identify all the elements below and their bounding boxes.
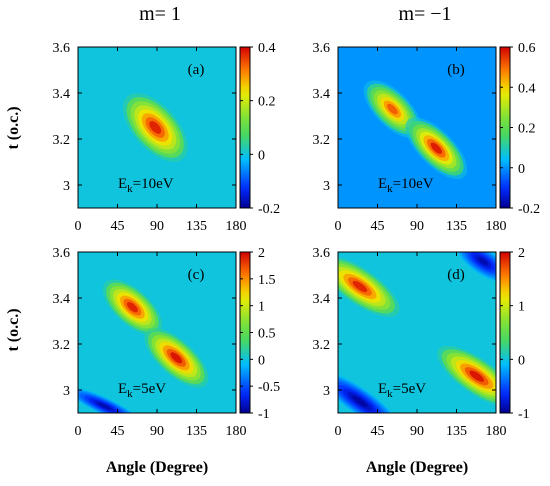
colorbar-tick-label: -0.5 xyxy=(258,380,280,395)
energy-annotation: Ek=5eV xyxy=(378,381,426,400)
ylabel-bottom: t (o.c.) xyxy=(5,308,22,351)
colorbar-tick-label: -0.2 xyxy=(518,202,540,217)
ylabel-top: t (o.c.) xyxy=(5,106,22,149)
x-tick-label: 0 xyxy=(335,424,342,439)
x-tick-label: 45 xyxy=(371,424,385,439)
colorbar-tick-label: -0.2 xyxy=(258,202,280,217)
x-tick-label: 45 xyxy=(371,219,385,234)
x-tick-label: 135 xyxy=(186,219,207,234)
colorbar-tick-label: 0.6 xyxy=(518,41,536,56)
panel-label: (c) xyxy=(188,267,205,283)
x-tick-label: 0 xyxy=(335,219,342,234)
colorbar-tick-label: 0.2 xyxy=(518,122,536,137)
colorbar-tick-label: 0.4 xyxy=(518,81,536,96)
colorbar-tick-label: 1.5 xyxy=(258,273,276,288)
colorbar: 0.6 0.4 0.2 0 -0.2 xyxy=(499,41,540,217)
x-tick-label: 45 xyxy=(111,424,125,439)
y-tick-label: 3.6 xyxy=(313,246,331,261)
y-tick-label: 3.6 xyxy=(53,246,71,261)
colorbar-tick-label: 1 xyxy=(258,300,265,315)
xlabel-right: Angle (Degree) xyxy=(366,459,468,476)
x-tick-label: 90 xyxy=(150,219,164,234)
x-tick-label: 180 xyxy=(226,424,247,439)
colorbar-tick-label: 0 xyxy=(518,353,525,368)
panel-label: (b) xyxy=(447,62,465,78)
y-tick-label: 3.4 xyxy=(53,87,71,102)
heatmap-feature-1 xyxy=(122,93,188,162)
colorbar-tick-label: 2 xyxy=(518,246,525,261)
x-tick-label: 180 xyxy=(486,219,507,234)
x-tick-label: 180 xyxy=(486,424,507,439)
energy-annotation: Ek=5eV xyxy=(118,381,166,400)
colorbar: 2 1.5 1 0.5 0 -0.5 -1 xyxy=(239,246,280,422)
y-tick-label: 3.4 xyxy=(313,87,331,102)
x-tick-label: 135 xyxy=(446,219,467,234)
colorbar: 0.4 0.2 0 -0.2 xyxy=(239,41,280,217)
y-tick-label: 3.2 xyxy=(53,133,71,148)
y-tick-label: 3.2 xyxy=(53,338,71,353)
x-tick-label: 135 xyxy=(446,424,467,439)
colorbar-tick-label: 0 xyxy=(258,148,265,163)
colorbar-tick-label: 2 xyxy=(258,246,265,261)
heatmap-feature-2 xyxy=(405,117,468,180)
y-tick-label: 3 xyxy=(63,179,70,194)
y-tick-label: 3.2 xyxy=(313,133,331,148)
x-tick-label: 90 xyxy=(410,219,424,234)
heatmap-feature-4 xyxy=(454,252,496,284)
xlabel-left: Angle (Degree) xyxy=(106,459,208,476)
x-tick-label: 45 xyxy=(111,219,125,234)
panel-d: 0 45 90 135 180 3 3.2 3.4 3.6 (d) Ek=5eV 2 1 0 -1 xyxy=(313,246,530,439)
y-tick-label: 3.6 xyxy=(313,41,331,56)
colorbar-tick-label: -1 xyxy=(258,407,270,422)
column-title-m-1: m= −1 xyxy=(398,3,451,25)
heatmap-feature-1 xyxy=(338,256,400,317)
colorbar-tick-label: 0.2 xyxy=(258,95,276,110)
y-tick-label: 3.4 xyxy=(53,292,71,307)
colorbar: 2 1 0 -1 xyxy=(499,246,530,422)
heatmap-feature-1 xyxy=(102,279,163,335)
heatmap-feature-2 xyxy=(144,328,209,388)
y-tick-label: 3.4 xyxy=(313,292,331,307)
column-title-m1: m= 1 xyxy=(139,3,181,25)
x-tick-label: 0 xyxy=(75,219,82,234)
energy-annotation: Ek=10eV xyxy=(378,176,434,195)
x-tick-label: 0 xyxy=(75,424,82,439)
colorbar-tick-label: 0.4 xyxy=(258,41,276,56)
colorbar-tick-label: 0 xyxy=(518,162,525,177)
colorbar-tick-label: 0.5 xyxy=(258,327,276,342)
panel-a: 0 45 90 135 180 3 3.2 3.4 3.6 (a) Ek=10eV 0.4 0.2 0 -0… xyxy=(53,41,281,234)
panel-label: (d) xyxy=(447,267,465,283)
x-tick-label: 90 xyxy=(150,424,164,439)
y-tick-label: 3.2 xyxy=(313,338,331,353)
colorbar-tick-label: 0 xyxy=(258,353,265,368)
panel-b: 0 45 90 135 180 3 3.2 3.4 3.6 (b) Ek=10eV 0.6 0.4 0.2… xyxy=(313,41,541,234)
x-tick-label: 90 xyxy=(410,424,424,439)
panel-label: (a) xyxy=(188,62,205,78)
y-tick-label: 3 xyxy=(323,179,330,194)
energy-annotation: Ek=10eV xyxy=(118,176,174,195)
x-tick-label: 180 xyxy=(226,219,247,234)
heatmap-feature-3 xyxy=(338,370,402,413)
y-tick-label: 3.6 xyxy=(53,41,71,56)
colorbar-tick-label: 1 xyxy=(518,300,525,315)
y-tick-label: 3 xyxy=(323,384,330,399)
panels: 0 45 90 135 180 3 3.2 3.4 3.6 (a) Ek=10eV 0.4 0.2 0 -0… xyxy=(53,41,541,439)
x-tick-label: 135 xyxy=(186,424,207,439)
colorbar-tick-label: -1 xyxy=(518,407,530,422)
heatmap-feature-3 xyxy=(78,386,143,413)
y-tick-label: 3 xyxy=(63,384,70,399)
panel-c: 0 45 90 135 180 3 3.2 3.4 3.6 (c) Ek=5eV 2 1.5 1 0.5 0 -… xyxy=(53,246,281,439)
